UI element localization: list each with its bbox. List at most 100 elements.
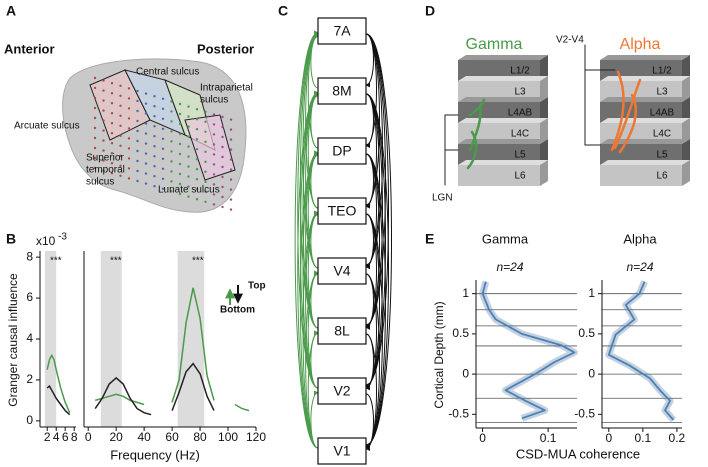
electrode — [212, 113, 216, 116]
electrode — [204, 170, 207, 173]
electrode — [153, 105, 156, 108]
sulcus-label: Central sulcus — [136, 67, 199, 78]
electrode — [178, 112, 182, 116]
y-tick-label: 6 — [26, 290, 33, 304]
electrode — [229, 208, 233, 211]
electrode — [178, 192, 182, 196]
area-label: V2 — [333, 383, 350, 399]
electrode — [229, 148, 233, 151]
layer-label: L1/2 — [510, 66, 530, 77]
sulcus-label: Intraparietal — [200, 83, 253, 94]
chart-title: Gamma — [482, 231, 529, 246]
electrode — [153, 95, 156, 98]
electrode — [102, 169, 105, 172]
electrode — [178, 102, 182, 106]
layer-side — [540, 76, 548, 102]
panel-label: B — [6, 231, 16, 247]
area-label: 7A — [333, 23, 351, 39]
electrode — [136, 89, 139, 93]
layer-top — [600, 139, 690, 144]
y-tick-label: 1 — [588, 286, 595, 300]
electrode — [187, 135, 190, 138]
x-tick-label: 4 — [53, 430, 60, 444]
electrode — [153, 175, 156, 178]
layer-top — [600, 160, 690, 165]
electrode — [170, 170, 173, 173]
electrode — [110, 132, 114, 135]
electrode — [161, 167, 165, 170]
electrode — [144, 142, 148, 145]
electrode — [136, 159, 139, 163]
x-tick-label: 120 — [246, 430, 266, 444]
layer — [458, 144, 540, 165]
electrode — [110, 172, 114, 175]
electrode — [187, 175, 190, 178]
panel-label: D — [425, 3, 435, 19]
legend-entry: Bottom — [220, 305, 255, 316]
electrode — [136, 109, 139, 113]
electrode — [195, 108, 199, 111]
anterior-label: Anterior — [4, 41, 55, 56]
area-label: 8L — [334, 323, 350, 339]
y-tick-label: 4 — [26, 331, 33, 345]
electrode — [195, 178, 199, 181]
electrode — [127, 97, 131, 100]
electrode — [136, 129, 139, 133]
electrode — [144, 112, 148, 115]
electrode — [144, 132, 148, 135]
electrode — [127, 107, 131, 110]
x-tick-label: 0.1 — [635, 431, 652, 445]
highlight-band — [44, 251, 57, 427]
electrode — [212, 133, 216, 136]
electrode — [221, 195, 224, 199]
electrode — [161, 107, 165, 111]
electrode — [161, 147, 165, 150]
electrode — [93, 136, 97, 140]
electrode — [212, 153, 216, 156]
significance: *** — [192, 256, 204, 267]
electrode — [102, 119, 105, 122]
layer-label: L4C — [511, 129, 529, 140]
electrode — [195, 158, 199, 161]
electrode — [221, 205, 224, 209]
electrode — [161, 187, 165, 190]
y-tick-label: 0 — [462, 366, 469, 380]
electrode — [119, 114, 122, 118]
area-label: DP — [332, 143, 351, 159]
electrode — [187, 165, 190, 168]
electrode — [119, 144, 122, 147]
electrode — [153, 125, 156, 128]
electrode — [153, 155, 156, 158]
layer-top — [600, 97, 690, 102]
electrode — [153, 145, 156, 148]
electrode — [93, 156, 97, 160]
electrode — [161, 157, 165, 160]
electrode — [212, 203, 216, 206]
sulcus-label: temporal — [86, 165, 125, 176]
series-line — [94, 287, 250, 412]
electrode — [221, 175, 224, 179]
y-tick-label: 0 — [588, 366, 595, 380]
electrode — [144, 182, 148, 185]
layer — [458, 60, 540, 81]
layer-side — [682, 55, 690, 81]
layer-label: L6 — [514, 171, 526, 182]
y-tick-label: 0 — [26, 413, 33, 427]
projection — [584, 44, 601, 146]
electrode — [229, 188, 233, 191]
electrode — [229, 128, 233, 131]
electrode — [144, 92, 148, 95]
layer-top — [458, 76, 548, 81]
x-tick-label: 20 — [109, 430, 123, 444]
electrode — [170, 180, 173, 183]
electrode — [195, 128, 199, 131]
electrode — [110, 122, 114, 125]
electrode — [178, 122, 182, 126]
sulcus-label: Superior — [86, 153, 124, 164]
electrode — [195, 198, 199, 201]
area-node — [317, 137, 367, 165]
electrode — [110, 152, 114, 155]
electrode — [204, 140, 207, 143]
y-tick-label: 2 — [26, 372, 33, 386]
projection — [466, 130, 478, 170]
